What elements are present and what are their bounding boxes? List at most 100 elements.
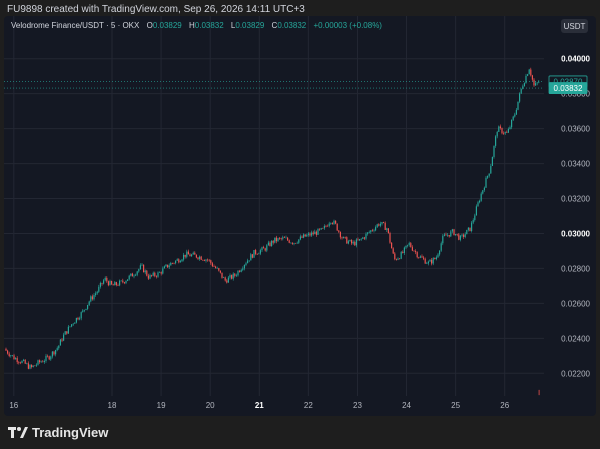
candle-body bbox=[373, 230, 375, 231]
candle-body bbox=[74, 322, 76, 324]
y-tick-label-7: 0.03600 bbox=[561, 125, 590, 134]
y-tick-label-6: 0.03400 bbox=[561, 160, 590, 169]
candle-body bbox=[304, 234, 306, 237]
candle-body bbox=[119, 280, 121, 286]
symbol-name: Velodrome Finance/USDT · 5 · OKX bbox=[11, 21, 140, 30]
candle-body bbox=[298, 239, 300, 243]
candle-body bbox=[242, 268, 244, 270]
candle-body bbox=[199, 256, 201, 259]
candle-body bbox=[499, 126, 501, 129]
candle-body bbox=[136, 271, 138, 275]
candle-body bbox=[370, 230, 372, 233]
x-tick-label-5: 22 bbox=[304, 401, 313, 410]
candle-body bbox=[253, 250, 255, 258]
candle-body bbox=[344, 236, 346, 238]
candle-body bbox=[186, 251, 188, 257]
candle-body bbox=[176, 259, 178, 261]
candle-body bbox=[173, 263, 175, 264]
candle-body bbox=[179, 261, 181, 263]
candle-body bbox=[272, 240, 274, 243]
candle-body bbox=[335, 220, 337, 224]
candle-body bbox=[163, 266, 165, 269]
candle-body bbox=[154, 272, 156, 277]
candle-body bbox=[35, 364, 37, 366]
candle-body bbox=[261, 247, 263, 251]
candle-body bbox=[39, 360, 41, 363]
candle-body bbox=[525, 75, 527, 84]
candle-body bbox=[144, 270, 146, 273]
candle-body bbox=[440, 243, 442, 251]
currency-button[interactable]: USDT bbox=[561, 19, 588, 33]
candle-body bbox=[416, 252, 418, 258]
candle-body bbox=[533, 79, 535, 86]
candle-body bbox=[535, 83, 537, 86]
candle-body bbox=[402, 251, 404, 253]
candle-body bbox=[351, 240, 353, 244]
x-tick-label-4: 21 bbox=[255, 401, 264, 410]
candle-body bbox=[82, 310, 84, 313]
candle-body bbox=[135, 274, 137, 276]
price-chart[interactable]: 0.02200 0.02400 0.02600 0.02800 0.03000 0.032… bbox=[4, 16, 596, 416]
candle-body bbox=[245, 263, 247, 265]
candle-body bbox=[359, 239, 361, 241]
candle-body bbox=[239, 270, 241, 272]
candle-body bbox=[10, 355, 12, 357]
candle-body bbox=[391, 242, 393, 249]
candle-body bbox=[333, 220, 335, 224]
candle-body bbox=[47, 355, 49, 357]
candle-body bbox=[383, 222, 385, 223]
candle-body bbox=[352, 242, 354, 244]
candle-body bbox=[328, 223, 330, 227]
candle-body bbox=[387, 228, 389, 234]
candle-body bbox=[496, 131, 498, 137]
candle-body bbox=[147, 275, 149, 279]
candle-body bbox=[127, 279, 129, 281]
chart-panel[interactable]: 0.02200 0.02400 0.02600 0.02800 0.03000 0.032… bbox=[4, 16, 596, 416]
candle-body bbox=[18, 362, 20, 363]
candle-body bbox=[87, 304, 89, 309]
candle-body bbox=[368, 232, 370, 233]
low-value: 0.03829 bbox=[235, 21, 265, 30]
axis-ticks: 0.02200 0.02400 0.02600 0.02800 0.03000 0.032… bbox=[9, 55, 590, 410]
candle-body bbox=[61, 339, 63, 341]
candle-body bbox=[114, 282, 116, 286]
candle-body bbox=[362, 237, 364, 239]
y-tick-label-3: 0.02800 bbox=[561, 264, 590, 273]
candle-body bbox=[96, 291, 98, 294]
candle-body bbox=[71, 324, 73, 327]
candle-body bbox=[264, 248, 266, 251]
candle-body bbox=[79, 318, 81, 320]
candle-body bbox=[317, 228, 319, 235]
candle-body bbox=[475, 206, 477, 216]
candle-body bbox=[146, 270, 148, 276]
x-tick-label-2: 19 bbox=[157, 401, 166, 410]
candle-body bbox=[139, 265, 141, 270]
candle-body bbox=[200, 256, 202, 260]
candle-body bbox=[279, 238, 281, 239]
candle-body bbox=[426, 263, 428, 264]
candle-body bbox=[280, 238, 282, 239]
candle-body bbox=[512, 116, 514, 120]
candle-body bbox=[31, 364, 33, 367]
candle-body bbox=[509, 127, 511, 130]
candle-body bbox=[303, 234, 305, 238]
candle-body bbox=[311, 232, 313, 236]
candle-body bbox=[37, 360, 39, 365]
candle-body bbox=[498, 126, 500, 132]
candle-body bbox=[55, 349, 57, 355]
candle-body bbox=[157, 272, 159, 277]
candle-body bbox=[365, 233, 367, 239]
candle-body bbox=[288, 240, 290, 243]
candle-body bbox=[152, 272, 154, 276]
candle-body bbox=[95, 293, 97, 296]
candle-body bbox=[371, 230, 373, 231]
candle-body bbox=[40, 361, 42, 363]
candle-body bbox=[410, 243, 412, 248]
candle-body bbox=[336, 223, 338, 231]
candle-body bbox=[429, 259, 431, 262]
candle-body bbox=[187, 251, 189, 255]
candle-body bbox=[258, 253, 260, 255]
candle-body bbox=[117, 285, 119, 286]
candle-body bbox=[263, 247, 265, 249]
